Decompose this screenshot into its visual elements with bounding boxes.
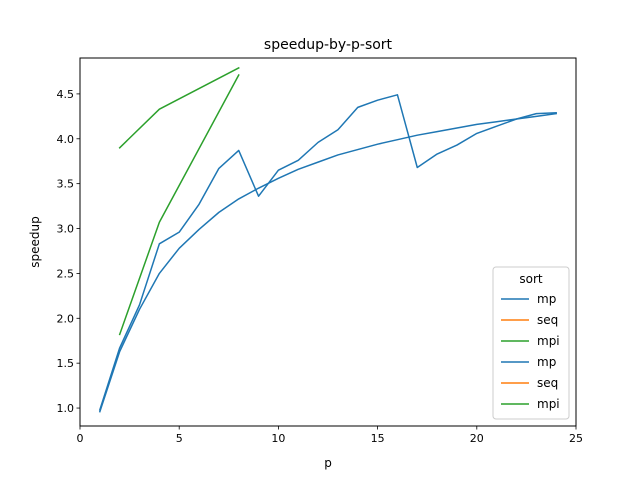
series-line-3: [118, 74, 240, 336]
x-axis-label: p: [324, 456, 332, 470]
y-axis-ticks: 1.0 1.5 2.0 2.5 3.0 3.5 4.0 4.5: [57, 88, 80, 415]
x-tick-label: 20: [470, 432, 484, 445]
y-tick-label: 2.5: [57, 267, 75, 280]
y-tick-label: 1.0: [57, 402, 75, 415]
x-tick-label: 0: [77, 432, 84, 445]
series-line-0: [98, 94, 557, 411]
legend-entry-label: mp: [537, 355, 556, 369]
x-tick-label: 10: [271, 432, 285, 445]
x-tick-label: 25: [569, 432, 583, 445]
y-tick-label: 2.0: [57, 312, 75, 325]
y-tick-label: 3.0: [57, 223, 75, 236]
legend-entry-label: mpi: [537, 397, 560, 411]
legend-entry-label: mp: [537, 292, 556, 306]
y-tick-label: 3.5: [57, 178, 75, 191]
y-tick-label: 4.0: [57, 133, 75, 146]
legend-entry-label: seq: [537, 376, 558, 390]
series-line-1: [98, 112, 558, 413]
plot-lines: [98, 66, 558, 413]
plot-frame: [79, 57, 577, 427]
y-tick-label: 1.5: [57, 357, 75, 370]
y-tick-label: 4.5: [57, 88, 75, 101]
legend-entry-label: seq: [537, 313, 558, 327]
x-tick-label: 5: [176, 432, 183, 445]
legend-title: sort: [519, 272, 543, 286]
chart-title: speedup-by-p-sort: [264, 37, 393, 53]
x-axis-ticks: 0 5 10 15 20 25: [77, 426, 583, 445]
legend-box: [492, 266, 570, 420]
legend: sort mp seq mpi mp seq mpi: [492, 266, 570, 420]
series-line-2: [118, 66, 240, 149]
x-tick-label: 15: [371, 432, 385, 445]
y-axis-label: speedup: [28, 216, 42, 267]
legend-entry-label: mpi: [537, 334, 560, 348]
